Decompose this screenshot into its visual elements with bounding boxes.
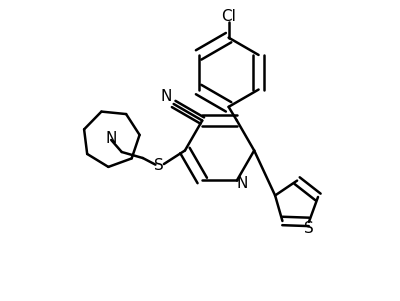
- Text: N: N: [160, 89, 172, 104]
- Text: Cl: Cl: [221, 9, 236, 24]
- Text: N: N: [237, 176, 248, 191]
- Text: N: N: [106, 131, 117, 146]
- Text: S: S: [154, 158, 163, 173]
- Text: S: S: [304, 221, 314, 236]
